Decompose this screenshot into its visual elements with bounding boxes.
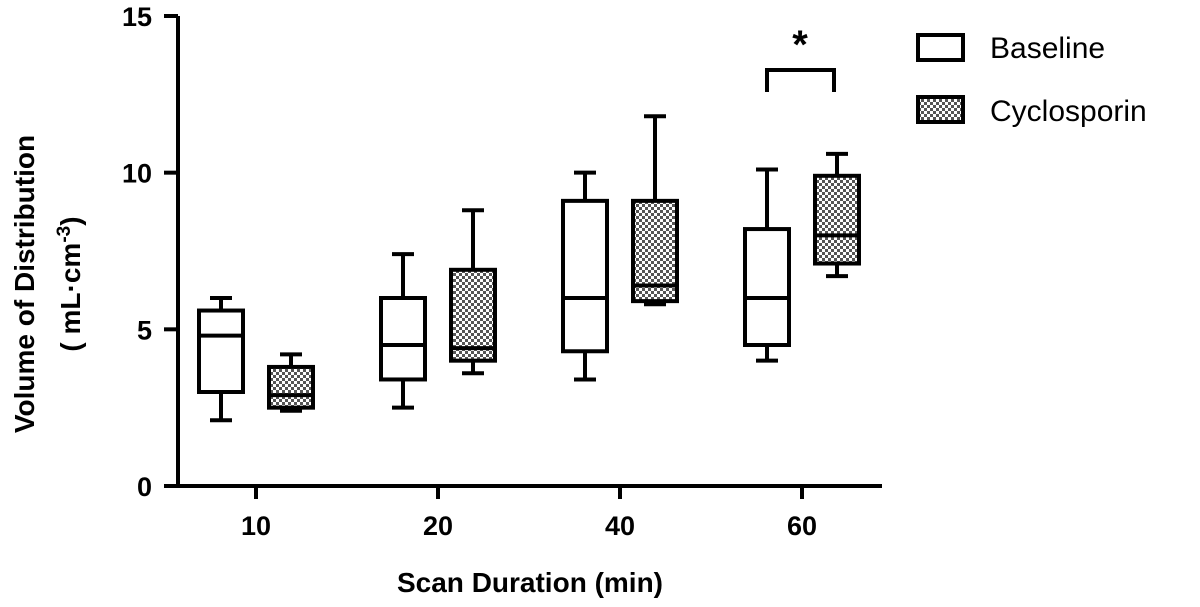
significance-bracket bbox=[765, 68, 836, 92]
significance-annotation: * bbox=[765, 23, 836, 92]
box-baseline-60 bbox=[743, 167, 791, 363]
significance-star: * bbox=[792, 23, 808, 67]
box-cyclosporin-40 bbox=[631, 114, 679, 307]
box-iqr bbox=[743, 227, 791, 347]
box-cyclosporin-20 bbox=[449, 208, 497, 376]
box-baseline-20 bbox=[379, 252, 427, 410]
y-tick-label-10: 10 bbox=[122, 159, 152, 189]
x-tick-label-40: 40 bbox=[605, 511, 635, 541]
y-tick-label-0: 0 bbox=[137, 472, 152, 502]
legend-label-baseline: Baseline bbox=[990, 32, 1105, 65]
box-iqr bbox=[267, 364, 315, 410]
box-baseline-10 bbox=[197, 296, 245, 423]
y-axis-title-line2: ( mL·cm-3) bbox=[54, 216, 86, 351]
x-tick-label-20: 20 bbox=[423, 511, 453, 541]
y-axis-title-close: ) bbox=[55, 216, 86, 225]
legend-label-cyclosporin: Cyclosporin bbox=[990, 95, 1147, 128]
legend-swatch-baseline bbox=[916, 33, 965, 62]
x-tick-label-10: 10 bbox=[241, 511, 271, 541]
legend: Baseline Cyclosporin bbox=[916, 32, 1147, 128]
box-iqr bbox=[813, 173, 861, 266]
x-axis-title: Scan Duration (min) bbox=[397, 567, 663, 598]
box-iqr bbox=[449, 267, 497, 363]
x-tick-label-60: 60 bbox=[787, 511, 817, 541]
box-cyclosporin-10 bbox=[267, 352, 315, 413]
legend-swatch-cyclosporin bbox=[916, 95, 965, 124]
box-iqr bbox=[561, 198, 609, 354]
y-tick-label-15: 15 bbox=[122, 2, 152, 32]
y-axis-title-unit: ( mL·cm bbox=[55, 243, 86, 352]
box-baseline-40 bbox=[561, 170, 609, 382]
y-axis-title-line1: Volume of Distribution bbox=[9, 135, 40, 433]
box-iqr bbox=[197, 308, 245, 394]
y-tick-label-5: 5 bbox=[137, 315, 152, 345]
axis-ticks-group: 0 5 10 15 10 20 40 60 bbox=[122, 2, 817, 541]
y-axis-title-superscript: -3 bbox=[54, 226, 75, 243]
box-cyclosporin-60 bbox=[813, 151, 861, 279]
box-iqr bbox=[379, 296, 427, 382]
boxes-group bbox=[197, 114, 861, 423]
